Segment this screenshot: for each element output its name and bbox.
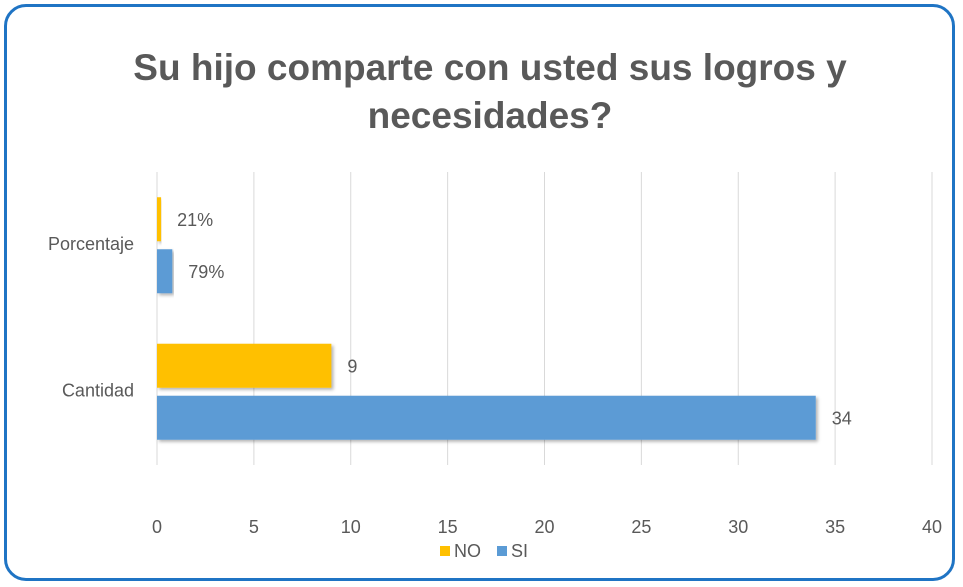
y-tick-label: Cantidad bbox=[62, 381, 134, 401]
x-tick-label: 20 bbox=[534, 517, 554, 537]
x-tick-label: 40 bbox=[922, 517, 942, 537]
x-tick-label: 5 bbox=[249, 517, 259, 537]
data-label: 79% bbox=[188, 262, 224, 282]
legend-label: SI bbox=[511, 541, 528, 561]
x-tick-label: 10 bbox=[341, 517, 361, 537]
legend-swatch bbox=[440, 546, 450, 556]
bar bbox=[157, 343, 332, 388]
x-tick-label: 0 bbox=[152, 517, 162, 537]
data-label: 9 bbox=[347, 357, 357, 377]
x-tick-label: 30 bbox=[728, 517, 748, 537]
bar bbox=[157, 249, 173, 294]
data-label: 21% bbox=[177, 210, 213, 230]
legend-swatch bbox=[497, 546, 507, 556]
x-tick-label: 35 bbox=[825, 517, 845, 537]
legend-label: NO bbox=[454, 541, 481, 561]
y-tick-label: Porcentaje bbox=[48, 234, 134, 254]
bar bbox=[157, 395, 816, 440]
x-tick-label: 15 bbox=[438, 517, 458, 537]
data-label: 34 bbox=[832, 409, 852, 429]
bar bbox=[157, 197, 162, 242]
x-tick-label: 25 bbox=[631, 517, 651, 537]
chart-title: Su hijo comparte con usted sus logros y … bbox=[133, 47, 847, 136]
